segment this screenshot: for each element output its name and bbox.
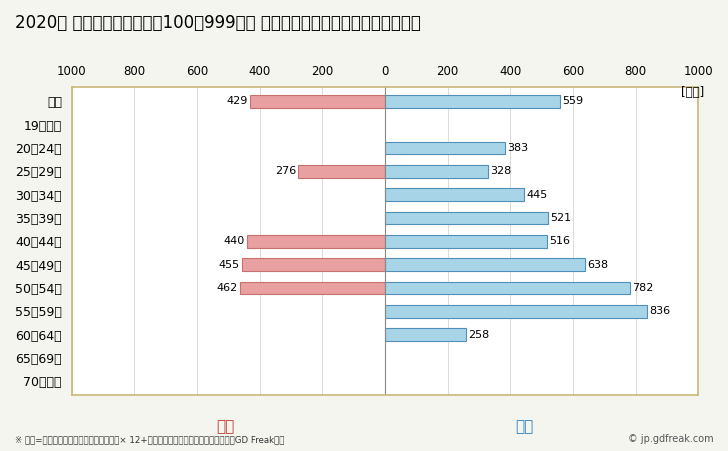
Bar [247,235,385,248]
Text: 440: 440 [223,236,245,246]
Bar [385,188,524,201]
Bar [250,95,385,108]
Text: 429: 429 [226,97,248,106]
Text: 383: 383 [507,143,529,153]
Bar [385,235,547,248]
Text: 559: 559 [563,97,584,106]
Bar [385,165,488,178]
Bar [298,165,385,178]
Bar [385,95,560,108]
Text: 276: 276 [274,166,296,176]
Text: 男性: 男性 [515,419,534,434]
Text: 328: 328 [490,166,511,176]
Text: 516: 516 [549,236,570,246]
Bar [242,258,385,271]
Text: 445: 445 [527,190,548,200]
Text: © jp.gdfreak.com: © jp.gdfreak.com [628,434,713,444]
Bar [385,305,646,318]
Bar [385,258,585,271]
Bar [385,142,505,154]
Text: 258: 258 [468,330,489,340]
Bar [385,212,548,225]
Text: 女性: 女性 [216,419,235,434]
Text: 455: 455 [218,260,240,270]
Bar [385,281,630,295]
Text: [万円]: [万円] [681,86,705,99]
Text: 2020年 民間企業（従業者数100～999人） フルタイム労働者の男女別平均年収: 2020年 民間企業（従業者数100～999人） フルタイム労働者の男女別平均年… [15,14,421,32]
Text: 638: 638 [587,260,609,270]
Bar [240,281,385,295]
Text: 521: 521 [550,213,571,223]
Text: 836: 836 [649,306,670,317]
Text: 782: 782 [633,283,654,293]
Text: 462: 462 [216,283,237,293]
Bar [385,328,466,341]
Text: ※ 年収=『きまって支給する現金給与額』× 12+『年間賞与その他特別給与額』としてGD Freak推計: ※ 年収=『きまって支給する現金給与額』× 12+『年間賞与その他特別給与額』と… [15,435,284,444]
